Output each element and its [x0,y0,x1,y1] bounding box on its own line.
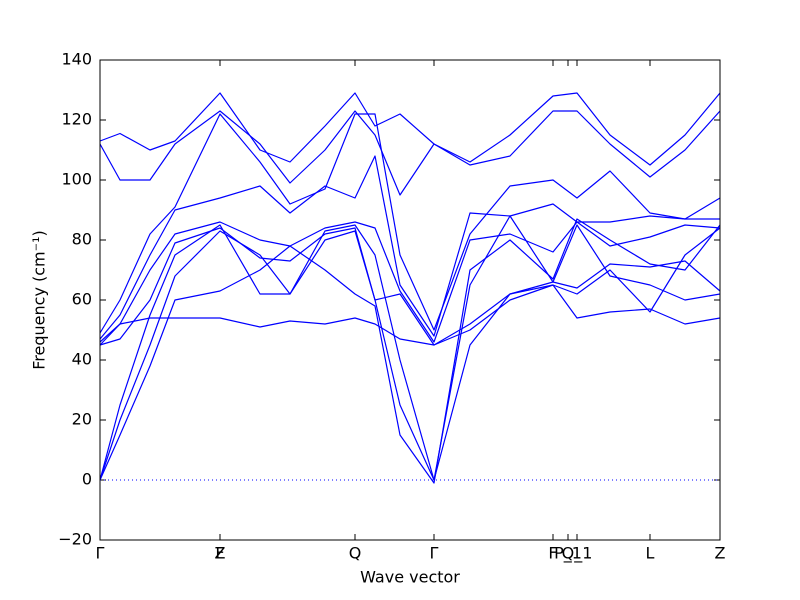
y-tick-label: −20 [58,530,92,549]
y-tick-label: 60 [72,290,92,309]
band-line [99,284,721,346]
y-tick-label: 20 [72,410,92,429]
x-axis-label: Wave vector [360,568,460,587]
band-line [99,113,721,334]
x-tick-label: Γ [430,544,439,563]
x-tick-label: Q [349,544,362,563]
y-tick-label: 40 [72,350,92,369]
band-line [99,218,721,484]
band-line [99,110,721,196]
y-axis-label: Frequency (cm⁻¹) [30,230,49,369]
band-line [99,92,721,166]
y-tick-label: 100 [61,170,92,189]
x-tick-label: Γ [96,544,105,563]
x-tick-label: L [646,544,655,563]
band-line [99,224,721,481]
band-line [99,221,721,343]
x-tick-label: P_1 [554,544,582,564]
band-line [99,215,721,481]
x-tick-label: Z [715,544,726,563]
x-tick-label: F [215,544,224,563]
y-tick-label: 80 [72,230,92,249]
y-tick-label: 140 [61,50,92,69]
x-tick-label: F [548,544,557,563]
axes-frame [99,59,721,541]
x-tick-label: Q_1 [562,544,593,564]
y-tick-label: 0 [82,470,92,489]
x-tick-label: Z [215,544,226,563]
y-tick-label: 120 [61,110,92,129]
band-line [99,155,720,340]
